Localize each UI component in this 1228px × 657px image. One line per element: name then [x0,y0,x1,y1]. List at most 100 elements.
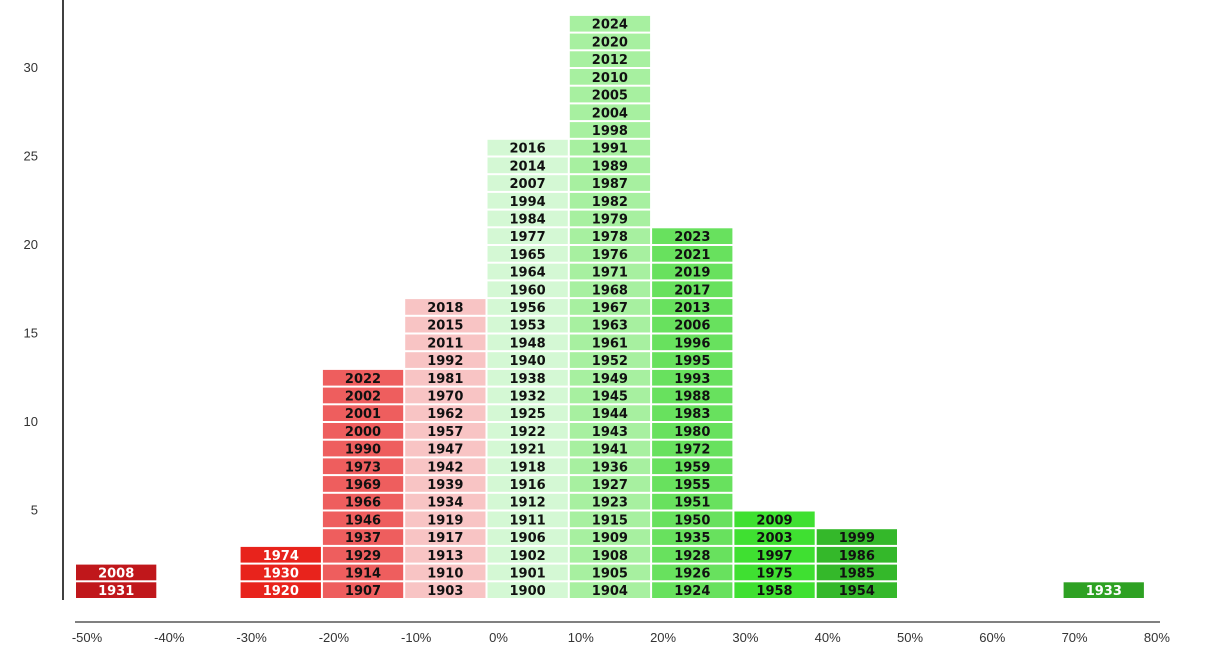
bar-cell [816,564,897,581]
bar-cell [405,476,486,492]
bar-cell [487,369,568,386]
year-label: 1994 [510,195,546,210]
year-label: 1921 [510,443,546,458]
bar-cell [652,511,733,528]
year-label: 1933 [1086,584,1122,599]
bar-cell [405,458,486,475]
year-label: 1990 [345,443,381,458]
bar-bin: 1903 1910 1913 1917 1919 1934 1939 1942 1947 1957… [405,299,486,599]
year-label: 1927 [592,478,628,493]
year-label: 2011 [427,336,463,351]
year-label: 1986 [839,549,875,564]
x-tick-label: -50% [72,630,103,645]
bar-cell [569,86,651,103]
year-label: 1934 [427,496,463,511]
year-label: 1946 [345,513,381,528]
bar-cell [487,299,568,315]
year-label: 1907 [345,584,381,599]
year-label: 1924 [674,584,710,599]
bar-cell [569,405,651,421]
year-label: 1953 [510,319,546,334]
year-label: 2000 [345,425,381,440]
bar-bin: 1931 2008 [76,564,157,599]
bar-cell [240,564,321,581]
bar-cell [569,51,651,67]
year-label: 1901 [510,567,546,582]
bar-cell [405,564,486,581]
bar-cell [405,423,486,439]
bar-cell [652,493,733,510]
year-label: 1940 [510,354,546,369]
bar-cell [569,334,651,351]
bar-cell [652,440,733,457]
bar-cell [569,210,651,227]
bar-cell [569,316,651,333]
bar-cell [569,122,651,138]
bar-cell [487,529,568,545]
bar-cell [569,352,651,368]
bar-cell [652,281,733,298]
bar-cell [487,316,568,333]
bar-cell [652,546,733,563]
bar-cell [652,263,733,280]
bar-cell [322,423,404,439]
year-label: 1997 [756,549,792,564]
year-label: 2019 [674,266,710,281]
bar-cell [240,582,321,598]
bar-cell [734,546,815,563]
bar-cell [405,493,486,510]
year-label: 1941 [592,443,628,458]
bar-cell [322,458,404,475]
year-label: 1980 [674,425,710,440]
year-label: 2012 [592,53,628,68]
x-tick-label: -30% [236,630,267,645]
year-label: 1978 [592,230,628,245]
bar-cell [405,529,486,545]
bar-cell [487,458,568,475]
bar-cell [405,405,486,421]
bar-cell [652,299,733,315]
bar-cell [487,405,568,421]
year-label: 2016 [510,142,546,157]
year-label: 1937 [345,531,381,546]
bar-cell [734,511,815,528]
y-tick-label: 5 [31,503,38,518]
bar-bin: 1904 1905 1908 1909 1915 1923 1927 1936 1941 1943… [569,15,651,599]
year-label: 1988 [674,390,710,405]
bar-cell [322,529,404,545]
year-label: 1959 [674,460,710,475]
year-label: 2006 [674,319,710,334]
y-axis-ticks: 5 10 15 20 25 30 [24,60,38,518]
x-tick-label: 0% [489,630,508,645]
y-tick-label: 15 [24,326,38,341]
bar-cell [487,246,568,262]
bar-cell [652,405,733,421]
bar-cell [405,546,486,563]
bar-cell [569,582,651,598]
bar-cell [569,387,651,404]
y-tick-label: 20 [24,237,38,252]
y-tick-label: 10 [24,414,38,429]
bar-bin: 1954 1985 1986 1999 [816,529,897,599]
year-label: 1918 [510,460,546,475]
year-label: 1993 [674,372,710,387]
bar-cell [652,228,733,244]
year-label: 1964 [510,266,546,281]
bar-cell [487,440,568,457]
year-label: 2020 [592,36,628,51]
bar-cell [569,299,651,315]
year-label: 1984 [510,213,546,228]
year-label: 1929 [345,549,381,564]
year-label: 1908 [592,549,628,564]
x-tick-label: 80% [1144,630,1170,645]
year-label: 2010 [592,71,628,86]
bar-cell [487,192,568,209]
bar-bin: 1920 1930 1974 [240,546,321,599]
year-label: 1983 [674,407,710,422]
year-label: 1942 [427,460,463,475]
bar-cell [322,440,404,457]
year-label: 1930 [263,567,299,582]
bar-cell [569,263,651,280]
bar-cell [487,476,568,492]
year-label: 1945 [592,390,628,405]
